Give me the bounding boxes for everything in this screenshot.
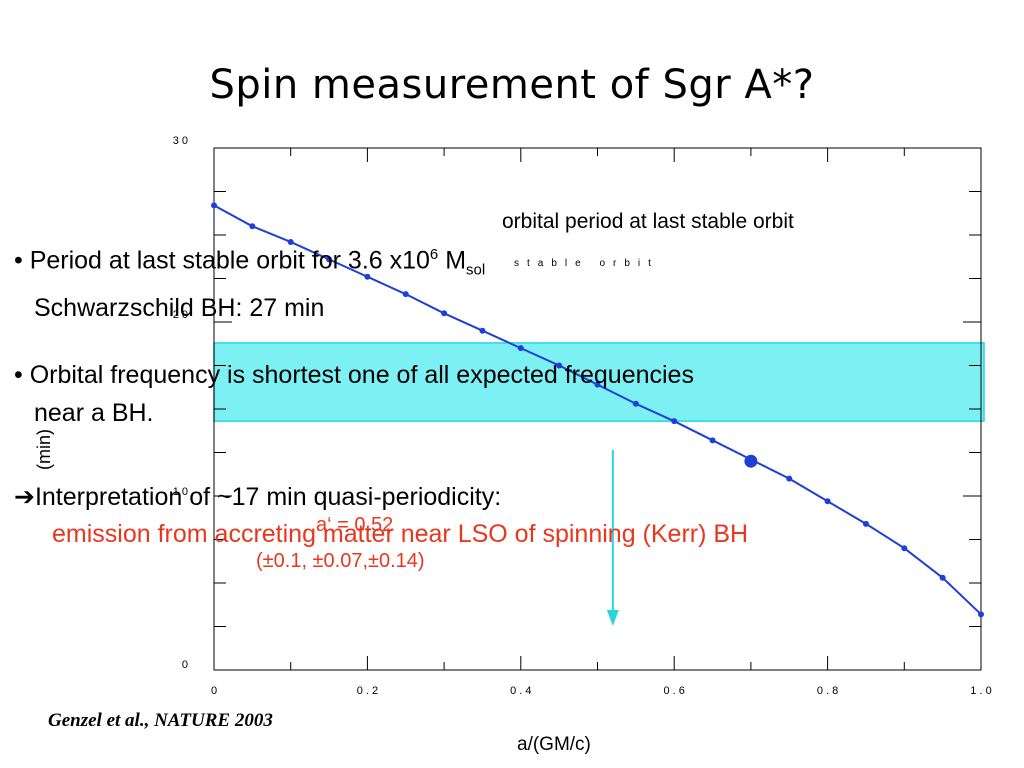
bullet1-text: • Period at last stable orbit for 3.6 x1… xyxy=(14,246,430,275)
series-points xyxy=(211,202,984,618)
y-tick-label: 0 xyxy=(182,659,188,671)
bullet1-subscript: sol xyxy=(466,261,486,279)
arrow-icon: ➔ xyxy=(14,483,35,511)
y-tick-label: 3 0 xyxy=(173,135,188,147)
data-point xyxy=(978,611,984,618)
data-point xyxy=(709,437,716,444)
bullet1-mass: M xyxy=(438,246,467,275)
x-tick-label: 0 xyxy=(211,685,217,697)
bullet-frequency: • Orbital frequency is shortest one of a… xyxy=(14,356,694,432)
data-point xyxy=(441,310,448,317)
citation: Genzel et al., NATURE 2003 xyxy=(48,710,273,731)
bullet-period: • Period at last stable orbit for 3.6 x1… xyxy=(14,236,485,327)
spin-value: a‘ = 0.52 xyxy=(316,514,394,536)
data-point xyxy=(594,381,601,388)
x-tick-label: 0 . 6 xyxy=(663,685,684,697)
spin-arrow-head xyxy=(606,610,619,626)
faint-stable-orbit-text: stable orbit xyxy=(514,258,659,269)
data-point xyxy=(402,291,409,298)
data-point xyxy=(901,545,908,552)
data-point xyxy=(824,498,831,505)
slide-title: Spin measurement of Sgr A*? xyxy=(209,62,815,108)
x-axis-label: a/(GM/c) xyxy=(517,734,591,755)
data-point xyxy=(632,400,639,407)
faint-overlay-text: stable orbit xyxy=(514,258,659,269)
spin-error: (±0.1, ±0.07,±0.14) xyxy=(256,550,425,572)
data-point xyxy=(479,327,486,334)
data-point xyxy=(287,238,294,245)
bullet1-exponent: 6 xyxy=(429,246,439,263)
y-tick-label: 2 0 xyxy=(173,309,188,321)
x-tick-label: 0 . 8 xyxy=(817,685,838,697)
data-point xyxy=(862,520,869,527)
data-point xyxy=(517,345,524,352)
highlight-point xyxy=(744,454,758,468)
axis-tick-labels: 0 0 . 2 0 . 4 0 . 6 0 . 8 1 . 0 0 1 0 2 0 3 0 xyxy=(173,135,992,697)
x-tick-label: 0 . 4 xyxy=(510,685,531,697)
orbit-annotation: orbital period at last stable orbit xyxy=(502,210,794,233)
period-band xyxy=(213,342,985,422)
axis-ticks xyxy=(213,147,982,671)
emission-line: emission from accreting matter near LSO … xyxy=(52,520,749,548)
data-point xyxy=(211,202,217,209)
data-point xyxy=(249,223,256,230)
y-axis-label: (min) xyxy=(34,429,54,470)
data-point xyxy=(671,418,678,425)
data-point xyxy=(556,362,563,369)
y-tick-label: 1 0 xyxy=(173,486,188,498)
data-point xyxy=(786,475,793,482)
x-tick-label: 0 . 2 xyxy=(357,685,378,697)
x-tick-label: 1 . 0 xyxy=(970,685,991,697)
data-point xyxy=(364,273,371,280)
data-point xyxy=(326,256,333,263)
bullet-interpretation: ➔Interpretation of ~17 min quasi-periodi… xyxy=(14,478,501,516)
bullet1-line2: Schwarzschild BH: 27 min xyxy=(34,294,325,323)
bullet2-line1: • Orbital frequency is shortest one of a… xyxy=(14,361,694,389)
bullet3-text: Interpretation of ~17 min quasi-periodic… xyxy=(34,483,502,511)
data-point xyxy=(939,574,946,581)
bullet2-line2: near a BH. xyxy=(34,399,154,427)
